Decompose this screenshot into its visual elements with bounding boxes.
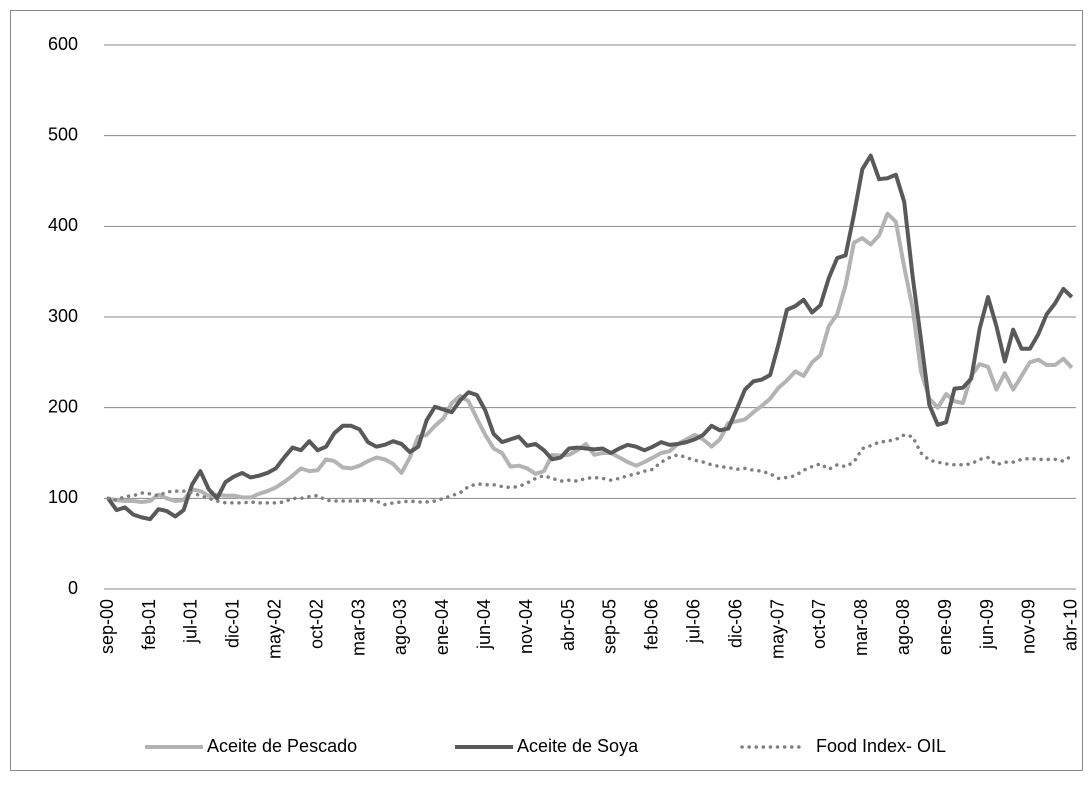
x-tick-label: jun-04 [474,599,494,650]
x-tick-label: oct-02 [306,599,326,649]
x-tick-label: sep-00 [97,599,117,654]
series-line [106,433,1074,507]
legend-label: Food Index- OIL [816,736,946,756]
x-tick-label: nov-04 [516,599,536,654]
legend-label: Aceite de Soya [517,736,639,756]
y-tick-label: 400 [48,215,78,235]
x-tick-label: dic-01 [223,599,243,648]
y-tick-label: 200 [48,396,78,416]
x-tick-label: abr-05 [558,599,578,651]
x-tick-label: ene-09 [935,599,955,655]
y-tick-label: 500 [48,124,78,144]
x-tick-label: jul-01 [181,599,201,644]
x-tick-label: nov-09 [1019,599,1039,654]
y-tick-label: 100 [48,487,78,507]
x-tick-label: mar-03 [348,599,368,656]
y-tick-label: 300 [48,306,78,326]
x-tick-label: abr-10 [1061,599,1081,651]
x-tick-label: feb-06 [642,599,662,650]
series-line [106,153,1074,522]
y-tick-label: 0 [68,578,78,598]
x-tick-label: oct-07 [809,599,829,649]
x-tick-label: jul-06 [683,599,703,644]
x-tick-label: ago-03 [390,599,410,655]
legend-label: Aceite de Pescado [207,736,357,756]
x-tick-label: jun-09 [977,599,997,650]
chart-border [10,10,1083,771]
x-tick-label: dic-06 [725,599,745,648]
x-tick-label: ene-04 [432,599,452,655]
x-tick-label: may-07 [767,599,787,659]
x-tick-label: feb-01 [139,599,159,650]
x-tick-label: sep-05 [600,599,620,654]
x-tick-label: ago-08 [893,599,913,655]
x-tick-label: mar-08 [851,599,871,656]
y-tick-label: 600 [48,34,78,54]
x-tick-label: may-02 [265,599,285,659]
